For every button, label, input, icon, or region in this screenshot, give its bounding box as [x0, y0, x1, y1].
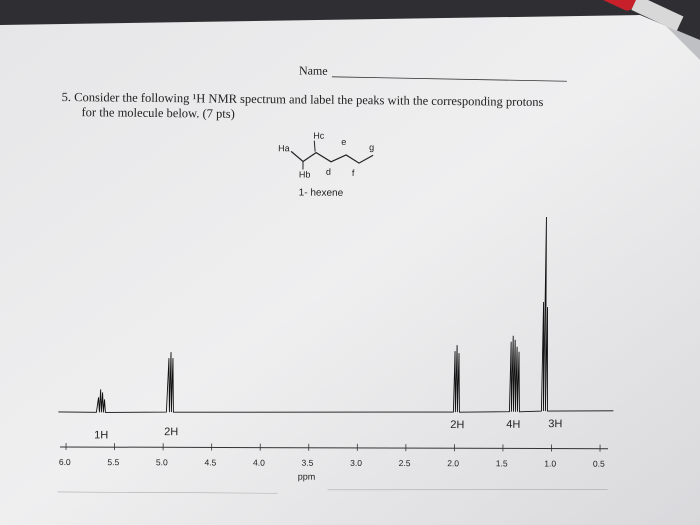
tick-label: 5.5 [107, 457, 119, 467]
integration-label: 3H [548, 418, 562, 430]
name-label: Name [299, 63, 328, 77]
tick-label: 1.0 [544, 458, 556, 468]
tick-label: 2.5 [399, 458, 411, 468]
worksheet: Name 5. Consider the following ¹H NMR sp… [57, 63, 614, 494]
atom-label: d [326, 167, 331, 177]
rule-line [327, 489, 608, 491]
tick-label: 4.0 [253, 458, 265, 468]
dark-edge [0, 0, 700, 40]
tick-label: 0.5 [593, 459, 605, 469]
integration-label: 2H [164, 426, 178, 438]
question-line: 5. Consider the following ¹H NMR spectru… [62, 90, 544, 109]
tick-label: 1.5 [496, 458, 508, 468]
integration-label: 4H [506, 419, 520, 431]
spectrum-trace [58, 217, 614, 413]
atom-label: e [341, 137, 346, 147]
tick-label: 6.0 [59, 457, 71, 467]
tick-label: 2.0 [447, 458, 459, 468]
tick-label: 3.5 [302, 458, 314, 468]
atom-label: Hc [313, 131, 325, 141]
atom-label: g [369, 142, 374, 152]
integration-label: 1H [94, 429, 108, 441]
atom-label: Hb [299, 169, 311, 179]
name-line [331, 76, 567, 82]
x-axis [60, 446, 609, 450]
integration-label: 2H [450, 419, 464, 431]
bond [313, 140, 316, 152]
paper [0, 10, 700, 525]
molecule-name: 1- hexene [299, 187, 344, 198]
atom-label: f [352, 168, 355, 178]
axis-label: ppm [298, 471, 316, 481]
spectrum-labels: 1H 2H 2H 4H 3H 6.0 5.5 5.0 4.5 4.0 3.5 3.0 2.5 2.0 1.5… [59, 418, 605, 482]
tick-label: 3.0 [350, 458, 362, 468]
tick-label: 5.0 [156, 457, 168, 467]
pen-tip [631, 0, 684, 31]
molecule: Hc e g Ha Hb d f 1- hexene [278, 131, 374, 199]
rule-line [57, 491, 278, 494]
atom-label: Ha [278, 143, 290, 153]
question-line: for the molecule below. (7 pts) [81, 105, 234, 121]
pen [568, 0, 684, 31]
tick-label: 4.5 [204, 457, 216, 467]
